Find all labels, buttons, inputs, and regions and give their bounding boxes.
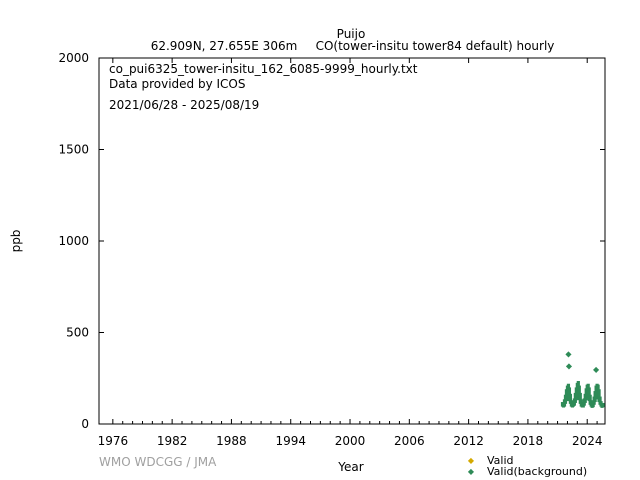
chart-title: Puijo [337,27,366,41]
chart-subtitle-location: 62.909N, 27.655E 306m [151,39,298,53]
legend-label-background: Valid(background) [487,465,587,478]
x-tick-label: 2018 [513,434,544,448]
x-axis-ticks: 1976 1982 1988 1994 2000 2006 2012 2018 2024 [98,58,603,448]
legend-marker-valid: ◆ [468,456,475,465]
y-axis-label: ppb [9,230,23,253]
info-filename: co_pui6325_tower-insitu_162_6085-9999_ho… [109,62,418,76]
y-tick-label: 2000 [58,51,89,65]
data-band [597,389,601,403]
data-band [598,396,602,405]
info-date-range: 2021/06/28 - 2025/08/19 [109,98,259,112]
footer-credit: WMO WDCGG / JMA [99,455,217,469]
y-axis-ticks: 0 500 1000 1500 2000 [58,51,605,431]
legend: ◆ Valid ◆ Valid(background) [468,454,587,478]
data-point-outlier: ◆ [593,365,600,374]
data-band [587,387,591,402]
x-tick-label: 1982 [157,434,188,448]
y-tick-label: 500 [66,326,89,340]
data-band [568,393,573,404]
y-tick-label: 1000 [58,234,89,248]
x-tick-label: 1994 [275,434,306,448]
data-band [601,402,605,408]
x-tick-label: 1976 [98,434,129,448]
x-tick-label: 2000 [335,434,366,448]
data-points: ◆ ◆ ◆ [560,350,605,408]
data-point-outlier: ◆ [566,361,573,370]
chart-subtitle-species: CO(tower-insitu tower84 default) hourly [316,39,555,53]
y-tick-label: 1500 [58,143,89,157]
data-band [588,394,592,405]
legend-marker-background: ◆ [468,467,475,476]
data-band [578,392,582,404]
plot-frame [98,57,606,425]
x-axis-label: Year [337,460,363,474]
data-point-outlier: ◆ [565,350,572,359]
x-tick-label: 1988 [216,434,247,448]
x-tick-label: 2012 [453,434,484,448]
y-tick-label: 0 [81,417,89,431]
info-provider: Data provided by ICOS [109,77,245,91]
x-tick-label: 2024 [572,434,603,448]
x-tick-label: 2006 [394,434,425,448]
legend-label-valid: Valid [487,454,514,467]
